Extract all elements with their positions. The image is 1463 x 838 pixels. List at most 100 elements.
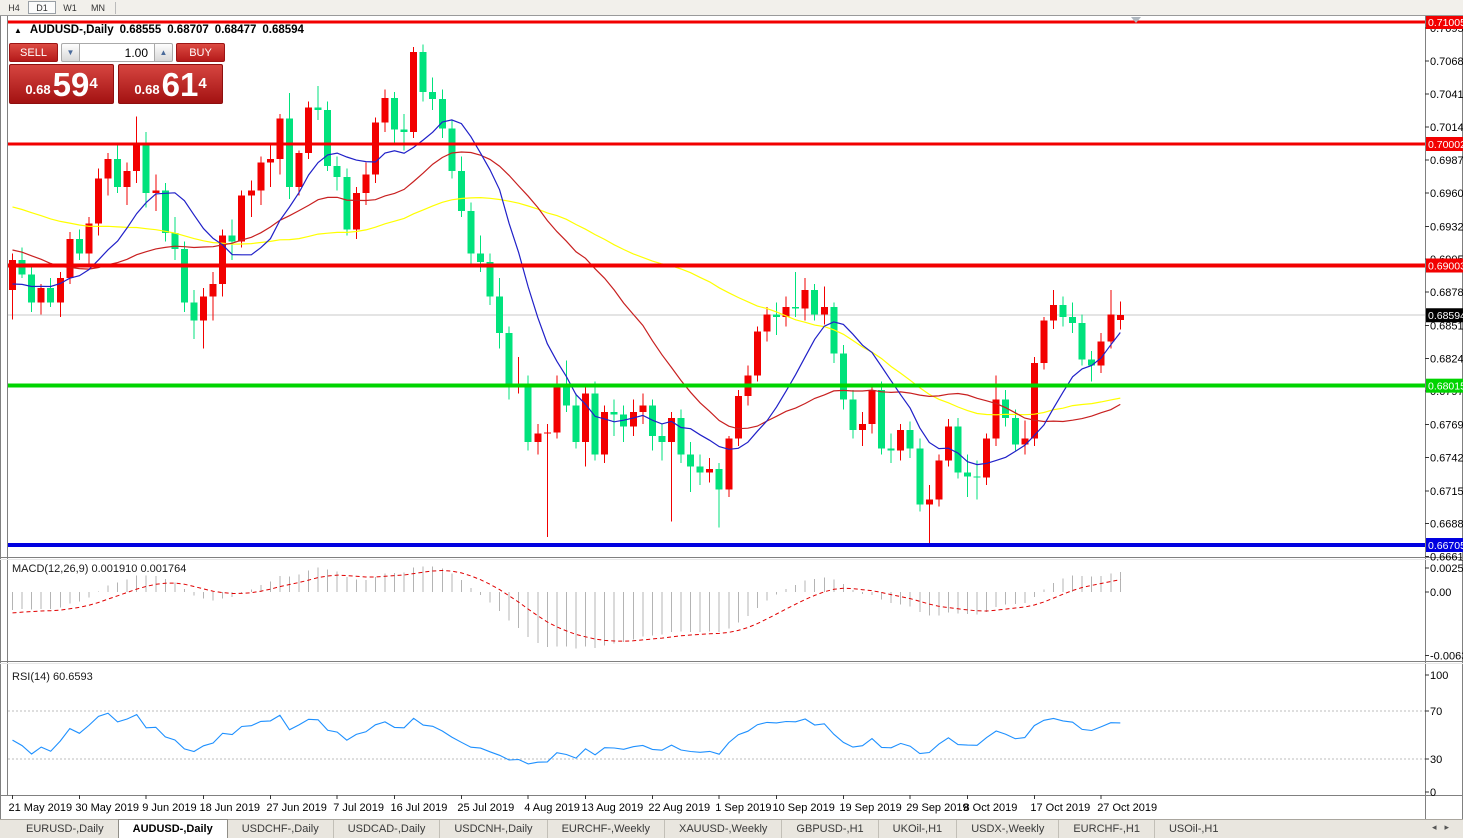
- volume-input[interactable]: [80, 43, 154, 62]
- axis-label-bid: [1426, 308, 1463, 323]
- svg-text:10 Sep 2019: 10 Sep 2019: [773, 802, 835, 814]
- timeframe-button-w1[interactable]: W1: [63, 3, 77, 13]
- sell-price-base: 0.68: [25, 82, 51, 97]
- svg-text:30: 30: [1430, 754, 1442, 766]
- timeframe-button-mn[interactable]: MN: [91, 3, 105, 13]
- chart-tab-eurchf-h1[interactable]: EURCHF-,H1: [1058, 820, 1154, 838]
- rsi-line: [12, 712, 1121, 765]
- svg-text:0.71005: 0.71005: [1428, 17, 1463, 29]
- macd-indicator-label: MACD(12,26,9) 0.001910 0.001764: [12, 563, 186, 575]
- macd-signal-value: 0.001764: [140, 563, 187, 575]
- ma-slow-line: [12, 196, 1121, 416]
- chart-tab-bar: EURUSD-,Daily AUDUSD-,Daily USDCHF-,Daily U…: [0, 819, 1463, 838]
- symbol-period-label: AUDUSD-,Daily: [29, 24, 114, 36]
- svg-text:21 May 2019: 21 May 2019: [9, 802, 73, 814]
- candlestick-series: [9, 44, 1124, 546]
- svg-text:0.66705: 0.66705: [1428, 540, 1463, 552]
- svg-text:16 Jul 2019: 16 Jul 2019: [391, 802, 448, 814]
- ohlc-open: 0.68555: [119, 24, 162, 36]
- svg-text:0.70685: 0.70685: [1430, 56, 1463, 68]
- svg-text:0: 0: [1430, 787, 1436, 799]
- collapse-panel-icon[interactable]: ▲: [14, 25, 22, 35]
- timeframe-button-d1[interactable]: D1: [28, 1, 56, 14]
- svg-text:27 Jun 2019: 27 Jun 2019: [266, 802, 327, 814]
- svg-text:100: 100: [1430, 670, 1448, 682]
- rsi-indicator-label: RSI(14) 60.6593: [12, 671, 93, 683]
- buy-price-point: 4: [198, 75, 207, 92]
- svg-text:29 Sep 2019: 29 Sep 2019: [906, 802, 968, 814]
- svg-text:18 Jun 2019: 18 Jun 2019: [200, 802, 261, 814]
- axis-label-0.71005: [1426, 15, 1463, 29]
- chart-tab-ukoil-h1[interactable]: UKOil-,H1: [877, 820, 957, 838]
- chart-title: ▲ AUDUSD-,Daily 0.68555 0.68707 0.68477 …: [14, 24, 304, 36]
- svg-text:25 Jul 2019: 25 Jul 2019: [457, 802, 514, 814]
- chart-tab-xauusd-weekly[interactable]: XAUUSD-,Weekly: [663, 820, 781, 838]
- svg-text:-0.006326: -0.006326: [1430, 650, 1463, 662]
- svg-text:0.67425: 0.67425: [1430, 452, 1463, 464]
- svg-text:17 Oct 2019: 17 Oct 2019: [1030, 802, 1090, 814]
- buy-button[interactable]: BUY: [176, 43, 225, 62]
- svg-text:9 Jun 2019: 9 Jun 2019: [142, 802, 196, 814]
- timeframe-button-h4[interactable]: H4: [8, 3, 20, 13]
- chart-shift-marker-icon[interactable]: [1131, 17, 1141, 23]
- ohlc-high: 0.68707: [167, 24, 209, 36]
- volume-increase-button[interactable]: ▲: [154, 43, 173, 62]
- timeframe-toolbar: H4 D1 W1 MN: [0, 0, 1463, 16]
- svg-text:0.00: 0.00: [1430, 587, 1451, 599]
- chart-tab-audusd-daily[interactable]: AUDUSD-,Daily: [117, 819, 228, 838]
- chart-tab-usdchf-daily[interactable]: USDCHF-,Daily: [241, 823, 319, 835]
- svg-text:0.70415: 0.70415: [1430, 89, 1463, 101]
- svg-text:70: 70: [1430, 706, 1442, 718]
- macd-pane: [12, 566, 1121, 649]
- chart-tab-usdcad-daily[interactable]: USDCAD-,Daily: [332, 820, 440, 838]
- macd-main-value: 0.001910: [91, 563, 138, 575]
- sell-button[interactable]: SELL: [9, 43, 58, 62]
- sell-price-box[interactable]: 0.68 59 4: [9, 64, 114, 104]
- chart-tab-usdx-weekly[interactable]: USDX-,Weekly: [956, 820, 1058, 838]
- chart-frame: [0, 16, 1463, 819]
- buy-price-box[interactable]: 0.68 61 4: [118, 64, 223, 104]
- ohlc-low: 0.68477: [214, 24, 257, 36]
- axis-label-0.70002: [1426, 136, 1463, 151]
- svg-text:30 May 2019: 30 May 2019: [75, 802, 139, 814]
- tab-scroll-right-icon[interactable]: ▸: [1444, 822, 1457, 832]
- svg-text:0.68594: 0.68594: [1428, 310, 1463, 322]
- svg-text:7 Jul 2019: 7 Jul 2019: [333, 802, 384, 814]
- axis-label-0.68015: [1426, 378, 1463, 393]
- price-axis[interactable]: 0.709550.706850.704150.701400.698700.696…: [1425, 15, 1463, 799]
- axis-label-0.69003: [1426, 258, 1463, 273]
- chart-tab-eurusd-daily[interactable]: EURUSD-,Daily: [26, 823, 104, 835]
- time-axis[interactable]: 21 May 2019 30 May 2019 9 Jun 2019 18 Jun 2…: [9, 795, 1158, 814]
- ma-mid-line: [12, 151, 1121, 430]
- tab-scroll-arrows[interactable]: ◂▸: [1432, 822, 1457, 833]
- sell-price-pips: 59: [52, 66, 90, 103]
- macd-name: MACD(12,26,9): [12, 563, 89, 575]
- svg-text:0.68015: 0.68015: [1428, 381, 1463, 393]
- chart-tab-eurchf-weekly[interactable]: EURCHF-,Weekly: [546, 820, 664, 838]
- ohlc-close: 0.68594: [262, 24, 304, 36]
- svg-text:19 Sep 2019: 19 Sep 2019: [839, 802, 901, 814]
- svg-text:22 Aug 2019: 22 Aug 2019: [648, 802, 710, 814]
- svg-text:0.68785: 0.68785: [1430, 287, 1463, 299]
- svg-text:0.70002: 0.70002: [1428, 139, 1463, 151]
- svg-text:0.67695: 0.67695: [1430, 420, 1463, 432]
- chart-tab-usoil-h1[interactable]: USOil-,H1: [1153, 820, 1233, 838]
- rsi-name: RSI(14): [12, 671, 50, 683]
- svg-text:0.002574: 0.002574: [1430, 563, 1463, 575]
- svg-text:8 Oct 2019: 8 Oct 2019: [964, 802, 1018, 814]
- buy-price-pips: 61: [161, 66, 199, 103]
- sell-price-point: 4: [89, 75, 98, 92]
- volume-decrease-button[interactable]: ▼: [61, 43, 80, 62]
- tab-scroll-left-icon[interactable]: ◂: [1431, 822, 1445, 832]
- chart-tab-gbpusd-h1[interactable]: GBPUSD-,H1: [781, 820, 877, 838]
- chart-tab-usdcnh-daily[interactable]: USDCNH-,Daily: [439, 820, 546, 838]
- svg-text:4 Aug 2019: 4 Aug 2019: [524, 802, 580, 814]
- moving-averages: [12, 119, 1121, 466]
